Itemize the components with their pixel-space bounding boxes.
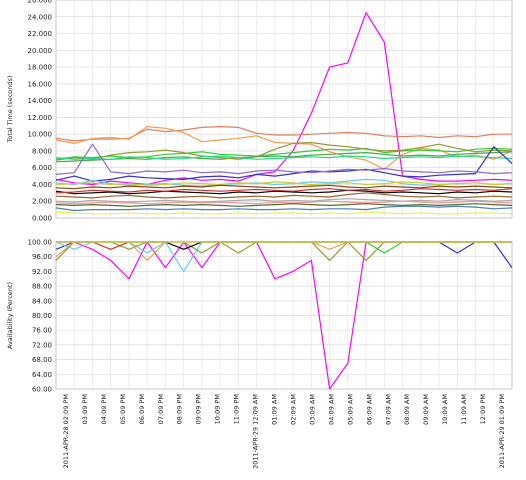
y-tick-label-avail: 84.00 [32,297,52,305]
y-tick-label-time: 14.000 [28,97,53,105]
y-tick-label-avail: 72.00 [32,341,52,349]
series-line-time-14 [55,192,513,199]
y-tick-label-avail: 88.00 [32,283,52,291]
x-tick-label: 04:09 AM [327,394,335,425]
x-tick-label: 10:09 PM [214,394,222,424]
y-tick-label-time: 0.000 [32,215,52,223]
x-tick-label: 03:09 AM [308,394,316,425]
x-tick-label: 07:09 AM [384,394,392,425]
series-line-time-13 [55,188,513,194]
series-line-time-12 [55,189,513,195]
y-tick-label-time: 8.000 [32,147,52,155]
x-tick-label: 09:09 AM [422,394,430,425]
y-tick-label-avail: 60.00 [32,386,52,394]
y-tick-label-time: 12.000 [28,114,53,122]
y-tick-label-time: 24.000 [28,13,53,21]
y-tick-label-avail: 96.00 [32,253,52,261]
y-tick-label-time: 22.000 [28,30,53,38]
y-tick-label-time: 20.000 [28,47,53,55]
x-tick-label: 08:09 PM [176,394,184,424]
y-tick-label-time: 18.000 [28,64,53,72]
y-tick-label-avail: 68.00 [32,356,52,364]
y-tick-label-avail: 64.00 [32,371,52,379]
plot-area-time [55,0,513,219]
y-tick-label-time: 16.000 [28,80,53,88]
series-line-time-4 [55,151,513,163]
series-line-time-10 [55,181,513,186]
series-line-time-5 [55,141,513,161]
y-tick-label-time: 10.000 [28,131,53,139]
x-tick-label: 09:09 PM [195,394,203,424]
series-line-time-7 [55,146,513,182]
x-tick-label: 08:09 AM [403,394,411,425]
series-line-time-11 [55,184,513,190]
x-tick-label: 10:09 AM [441,394,449,425]
series-line-time-17 [55,203,513,207]
y-tick-label-avail: 80.00 [32,312,52,320]
x-tick-label: 04:09 PM [100,394,108,424]
x-tick-label: 11:09 AM [460,394,468,425]
x-tick-label: 12:09 PM [479,394,487,424]
y-axis-label-avail: Availability (Percent) [6,282,14,349]
series-line-time-18 [55,205,513,212]
y-tick-label-avail: 76.00 [32,327,52,335]
x-tick-label: 05:09 PM [119,394,127,424]
x-tick-label: 06:09 AM [365,394,373,425]
y-axis-label-time: Total Time (seconds) [6,76,14,144]
x-tick-label: 07:09 PM [157,394,165,424]
y-tick-label-time: 26.000 [28,0,53,5]
series-line-time-15 [55,198,513,203]
y-tick-label-time: 2.000 [32,198,52,206]
series-line-time-8 [55,143,513,175]
x-tick-label: 11:09 PM [233,394,241,424]
series-line-time-0 [55,12,513,186]
x-tick-label: 2011-APR-29 01:09 PM [498,394,506,468]
x-tick-label: 06:09 PM [138,394,146,424]
x-tick-label: 2011-APR-28 02:09 PM [62,394,70,468]
series-line-time-16 [55,200,513,205]
x-tick-label: 02:09 AM [289,394,297,425]
x-tick-label: 03:09 PM [81,394,89,424]
x-tick-label: 2011-APR-29 12:09 AM [252,394,260,469]
y-tick-label-time: 6.000 [32,164,52,172]
x-tick-label: 05:09 AM [346,394,354,425]
y-tick-label-avail: 100.00 [28,239,53,247]
series-line-time-19 [55,211,513,215]
series-line-time-2 [55,125,513,170]
x-tick-label: 01:09 AM [271,394,279,425]
y-tick-label-avail: 92.00 [32,268,52,276]
series-line-time-6 [55,155,513,160]
y-tick-label-time: 4.000 [32,181,52,189]
